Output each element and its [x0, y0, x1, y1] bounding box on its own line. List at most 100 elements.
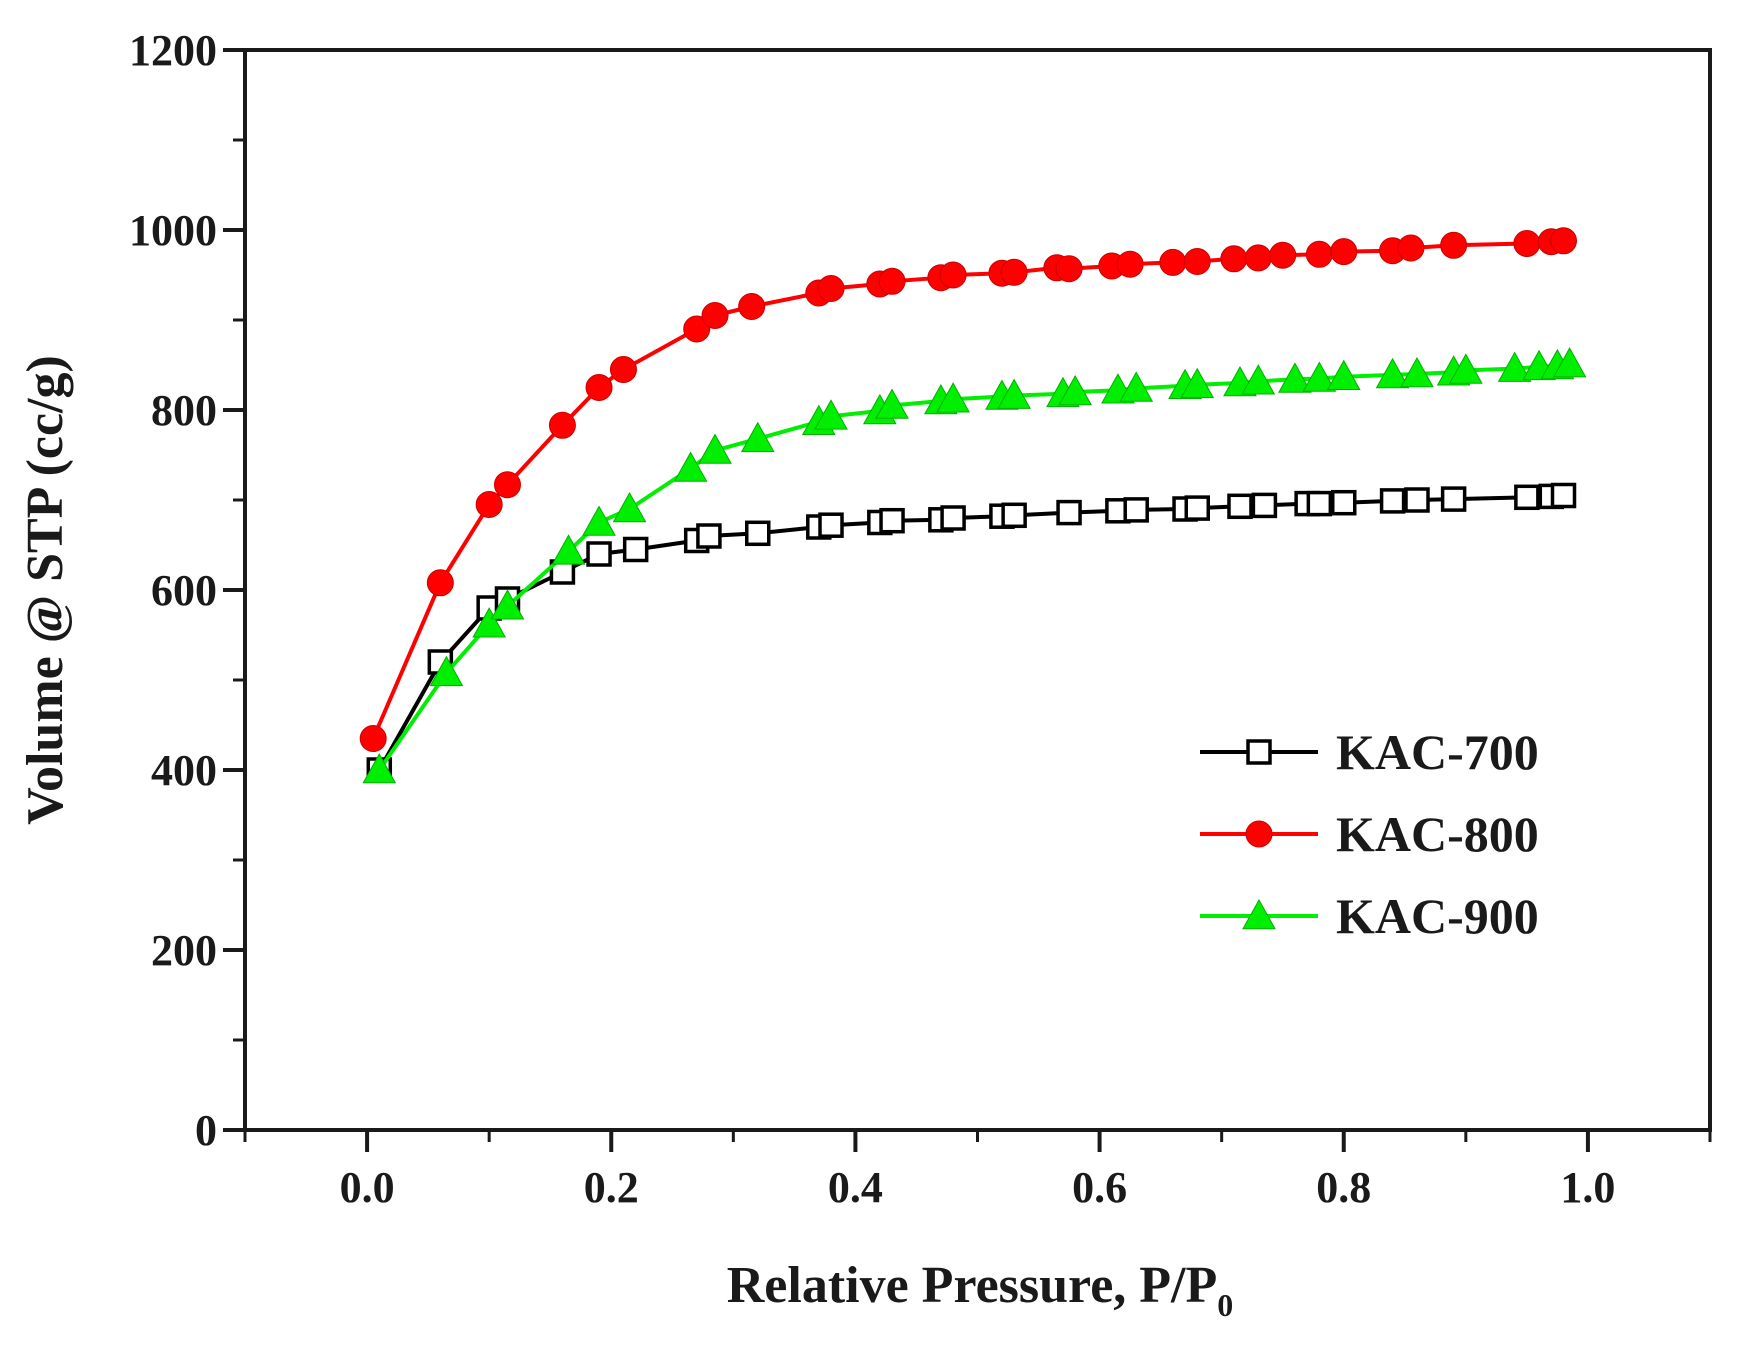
y-axis: 0 200 400 600 800 1000 1200	[129, 26, 245, 1155]
data-point	[879, 507, 905, 534]
series-KAC-700	[366, 482, 1577, 783]
legend-marker	[1245, 820, 1273, 848]
x-tick-label: 0.0	[340, 1163, 395, 1212]
data-point	[1326, 359, 1361, 390]
y-tick-label: 600	[151, 566, 217, 615]
data-point	[359, 725, 387, 752]
legend-item: KAC-800	[1200, 806, 1539, 862]
data-point	[1001, 502, 1027, 529]
series-KAC-900	[362, 347, 1587, 784]
data-point	[878, 267, 906, 295]
data-point	[1184, 495, 1210, 521]
data-point	[1302, 361, 1337, 392]
data-point	[1056, 499, 1082, 526]
data-point	[1331, 489, 1357, 516]
data-point	[1241, 364, 1276, 395]
series-KAC-800	[359, 227, 1577, 752]
legend-label: KAC-900	[1336, 888, 1539, 944]
data-point	[817, 275, 845, 302]
data-point	[1397, 234, 1425, 262]
legend-marker	[1246, 739, 1272, 765]
data-point	[1375, 357, 1410, 389]
legend-label: KAC-800	[1336, 806, 1539, 862]
data-point	[698, 433, 732, 464]
data-point	[1513, 230, 1541, 257]
data-point	[582, 505, 616, 536]
data-point	[745, 520, 771, 547]
data-point	[818, 512, 844, 538]
data-point	[1305, 240, 1333, 268]
data-point	[551, 534, 586, 565]
data-point	[814, 399, 848, 430]
data-point	[475, 491, 503, 518]
y-tick-label: 400	[151, 746, 217, 795]
data-point	[701, 302, 729, 329]
data-point	[1220, 245, 1248, 273]
legend-marker	[1242, 898, 1276, 930]
data-point	[738, 293, 766, 320]
data-point	[1552, 347, 1587, 378]
series-layer	[359, 227, 1587, 784]
data-point	[612, 491, 647, 523]
data-point	[1227, 493, 1253, 520]
data-point	[696, 523, 722, 549]
x-tick-label: 0.6	[1072, 1163, 1127, 1212]
data-point	[548, 411, 576, 439]
x-tick-label: 0.8	[1316, 1163, 1371, 1212]
plot-frame	[243, 48, 1712, 1132]
data-point	[1550, 227, 1577, 255]
data-point	[1251, 492, 1278, 519]
data-point	[1400, 356, 1434, 388]
data-point	[997, 378, 1031, 409]
data-point	[426, 569, 454, 597]
data-point	[1180, 367, 1215, 399]
data-point	[362, 752, 397, 784]
y-tick-label: 0	[195, 1106, 217, 1155]
x-axis-title-subscript: 0	[1217, 1287, 1233, 1323]
data-point	[1119, 371, 1154, 402]
data-point	[875, 388, 909, 419]
data-point	[1497, 351, 1532, 382]
data-point	[1123, 497, 1149, 523]
x-axis-title-main: Relative Pressure, P/P	[727, 1257, 1218, 1314]
x-axis: 0.0 0.2 0.4 0.6 0.8 1.0	[243, 1130, 1712, 1212]
data-point	[1404, 487, 1430, 513]
data-point	[1440, 486, 1467, 512]
y-tick-label: 1200	[129, 26, 217, 75]
data-point	[622, 536, 649, 563]
data-point	[1000, 258, 1028, 286]
data-point	[1183, 248, 1211, 275]
data-point	[1244, 244, 1272, 272]
data-point	[585, 374, 613, 401]
data-point	[1440, 231, 1468, 259]
data-point	[740, 421, 775, 453]
data-point	[493, 471, 521, 499]
legend-label: KAC-700	[1336, 724, 1539, 780]
x-tick-label: 1.0	[1560, 1163, 1615, 1212]
data-point	[1550, 482, 1577, 509]
data-point	[490, 589, 525, 620]
y-axis-title: Volume @ STP (cc/g)	[17, 355, 74, 825]
data-point	[609, 356, 637, 383]
data-point	[1058, 374, 1093, 406]
data-point	[472, 607, 507, 638]
data-point	[429, 655, 464, 687]
data-point	[586, 541, 612, 567]
data-point	[940, 505, 966, 531]
x-axis-title: Relative Pressure, P/P0	[727, 1257, 1234, 1323]
legend-item: KAC-700	[1200, 724, 1539, 780]
data-point	[1379, 488, 1406, 514]
data-point	[683, 315, 711, 343]
data-point	[1278, 362, 1312, 393]
data-point	[1159, 248, 1187, 276]
data-point	[1330, 238, 1358, 266]
x-tick-label: 0.4	[828, 1163, 883, 1212]
y-tick-label: 800	[151, 386, 217, 435]
y-tick-label: 200	[151, 926, 217, 975]
legend-item: KAC-900	[1200, 888, 1539, 944]
data-point	[1514, 484, 1540, 511]
x-tick-label: 0.2	[584, 1163, 639, 1212]
data-point	[1116, 250, 1144, 278]
data-point	[939, 261, 967, 289]
